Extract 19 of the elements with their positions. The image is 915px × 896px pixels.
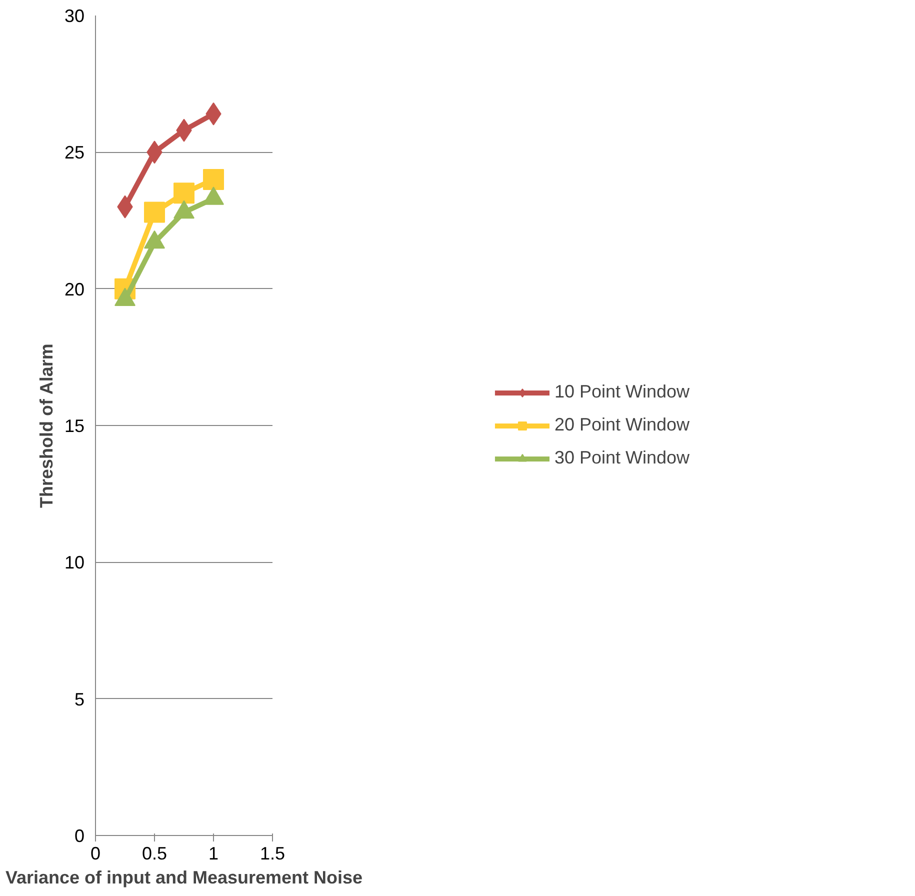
y-tick-label: 15 xyxy=(64,416,85,436)
point xyxy=(174,182,194,204)
y-tick-label: 30 xyxy=(64,6,85,26)
x-tick-label: 0.5 xyxy=(142,844,168,864)
point xyxy=(203,169,224,190)
x-axis-title: Variance of input and Measurement Noise xyxy=(5,868,363,888)
point xyxy=(144,202,165,223)
legend-label: 30 Point Window xyxy=(554,448,690,468)
y-tick-label: 25 xyxy=(64,142,85,163)
x-tick-label: 1.5 xyxy=(260,844,286,864)
y-tick-label: 10 xyxy=(64,552,85,573)
y-tick-label: 5 xyxy=(74,689,85,710)
x-tick-label: 0 xyxy=(90,844,101,864)
legend-label: 20 Point Window xyxy=(554,414,690,436)
y-tick-label: 0 xyxy=(74,826,85,846)
x-tick-label: 1 xyxy=(208,844,219,864)
y-axis-title: Threshold of Alarm xyxy=(36,344,56,508)
legend-label: 10 Point Window xyxy=(554,382,690,402)
y-tick-label: 20 xyxy=(64,279,85,300)
